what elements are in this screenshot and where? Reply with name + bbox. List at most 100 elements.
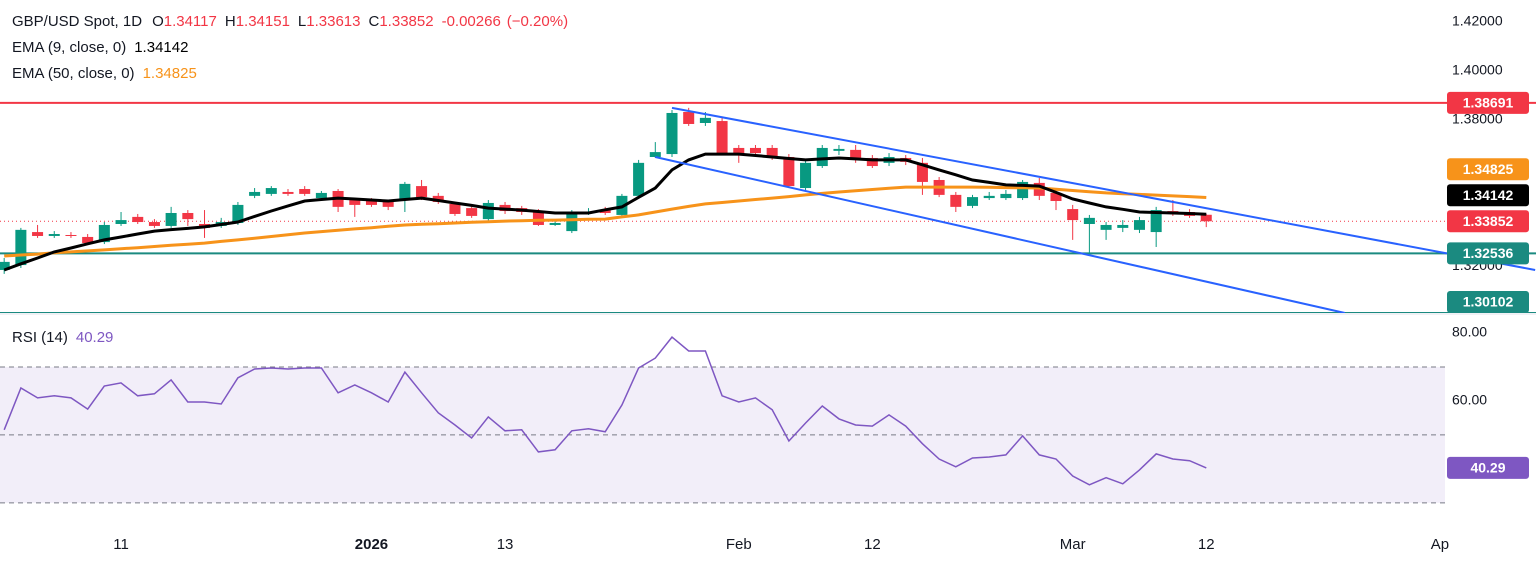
- candle-body: [115, 220, 127, 224]
- ohlc-label: O: [152, 13, 164, 30]
- candle-body: [733, 147, 745, 156]
- candle-body: [749, 147, 761, 154]
- candle-body: [566, 212, 578, 232]
- candle-body: [432, 195, 444, 202]
- candle-body: [683, 111, 695, 124]
- candle-body: [232, 204, 244, 224]
- legend-value: 40.29: [76, 329, 114, 346]
- candle-body: [98, 224, 110, 243]
- candle-body: [482, 202, 494, 220]
- x-tick-label: 2026: [355, 536, 388, 553]
- candle-body: [299, 189, 311, 194]
- legend-name: RSI (14): [12, 329, 68, 346]
- x-tick-label: 12: [1198, 536, 1215, 553]
- ohlc-label: C: [369, 13, 380, 30]
- candle-body: [916, 162, 928, 182]
- candle-body: [816, 147, 828, 167]
- candle-body: [633, 162, 645, 196]
- price-label-box: [1447, 184, 1529, 207]
- price-label: 1.30102: [1463, 294, 1514, 310]
- candle-body: [349, 200, 361, 205]
- candle-body: [0, 261, 10, 270]
- candle-body: [716, 121, 728, 154]
- x-tick-label: Ap: [1431, 536, 1449, 553]
- change-value: -0.00266: [442, 13, 501, 30]
- candle-body: [850, 149, 862, 160]
- y-tick-label: 80.00: [1452, 324, 1487, 340]
- high-value: 1.34151: [236, 13, 290, 30]
- price-label-box: [1447, 291, 1529, 313]
- legend-entry: RSI (14) 40.29: [12, 329, 113, 346]
- candle-body: [1200, 214, 1212, 222]
- candle-body: [449, 203, 461, 214]
- y-tick-label: 1.40000: [1452, 62, 1503, 78]
- trend-line: [671, 106, 1536, 271]
- candle-body: [466, 208, 478, 216]
- candle-body: [132, 216, 144, 223]
- price-label: 40.29: [1470, 460, 1505, 476]
- candle-body: [148, 222, 160, 226]
- candle-body: [65, 234, 77, 236]
- candle-body: [866, 157, 878, 167]
- candle-body: [666, 112, 678, 155]
- x-tick-label: 11: [113, 536, 129, 553]
- ema-line: [4, 185, 1207, 258]
- candle-body: [833, 148, 845, 151]
- axes: 1.420001.400001.380001.360001.340001.320…: [0, 13, 1536, 553]
- symbol-title: GBP/USD Spot, 1D: [12, 13, 142, 30]
- candle-body: [165, 212, 177, 226]
- candle-body: [399, 183, 411, 201]
- candle-body: [82, 236, 94, 244]
- candle-body: [365, 201, 377, 205]
- legend-entry: EMA (50, close, 0) 1.34825: [12, 65, 197, 82]
- price-pane: [0, 101, 1536, 313]
- y-tick-label: 1.38000: [1452, 111, 1503, 127]
- price-label: 1.32536: [1463, 245, 1514, 261]
- price-label-box: [1447, 158, 1529, 181]
- candle-body: [599, 210, 611, 213]
- candle-body: [416, 186, 428, 198]
- header: GBP/USD Spot, 1D O1.34117 H1.34151 L1.33613…: [12, 13, 568, 30]
- candle-body: [649, 152, 661, 157]
- candle-body: [950, 194, 962, 207]
- legend-name: EMA (9, close, 0): [12, 39, 126, 56]
- price-label-box: [1447, 210, 1529, 233]
- close-value: 1.33852: [379, 13, 433, 30]
- candle-body: [48, 234, 60, 236]
- candle-body: [32, 232, 44, 236]
- legend-value: 1.34142: [134, 39, 188, 56]
- rsi-pane: [0, 336, 1445, 504]
- ohlc-label: L: [298, 13, 306, 30]
- y-tick-label: 60.00: [1452, 392, 1487, 408]
- trend-line: [655, 156, 1346, 313]
- ema-line: [3, 152, 1207, 272]
- candle-body: [1150, 210, 1162, 233]
- x-tick-label: Mar: [1060, 536, 1086, 553]
- candle-body: [382, 201, 394, 207]
- candle-body: [182, 212, 194, 220]
- candle-body: [699, 117, 711, 123]
- candle-body: [967, 197, 979, 206]
- candle-body: [800, 162, 812, 189]
- price-label: 1.38691: [1463, 95, 1514, 111]
- price-label: 1.33852: [1463, 213, 1514, 229]
- candle-body: [766, 147, 778, 158]
- price-label-box: [1447, 91, 1529, 114]
- candle-body: [1067, 209, 1079, 221]
- x-tick-label: 13: [497, 536, 514, 553]
- price-label-box: [1447, 242, 1529, 265]
- candle-body: [1050, 192, 1062, 202]
- candle-body: [1017, 181, 1029, 199]
- candle-body: [1083, 217, 1095, 224]
- x-tick-label: Feb: [726, 536, 752, 553]
- price-label: 1.34142: [1463, 187, 1514, 203]
- candle-body: [1000, 193, 1012, 199]
- legend-name: EMA (50, close, 0): [12, 65, 135, 82]
- legend-entry: EMA (9, close, 0) 1.34142: [12, 39, 188, 56]
- candle-body: [1133, 220, 1145, 230]
- candle-body: [282, 191, 294, 194]
- price-label: 1.34825: [1463, 161, 1514, 177]
- rsi-line: [3, 336, 1207, 486]
- candle-body: [1117, 224, 1129, 228]
